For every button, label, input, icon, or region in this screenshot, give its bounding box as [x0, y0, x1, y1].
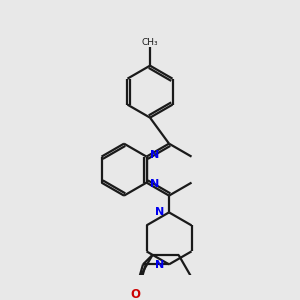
Text: CH₃: CH₃ — [142, 38, 158, 47]
Text: N: N — [155, 260, 165, 270]
Text: N: N — [150, 150, 159, 160]
Text: N: N — [150, 179, 159, 189]
Text: O: O — [131, 288, 141, 300]
Text: N: N — [155, 207, 165, 217]
